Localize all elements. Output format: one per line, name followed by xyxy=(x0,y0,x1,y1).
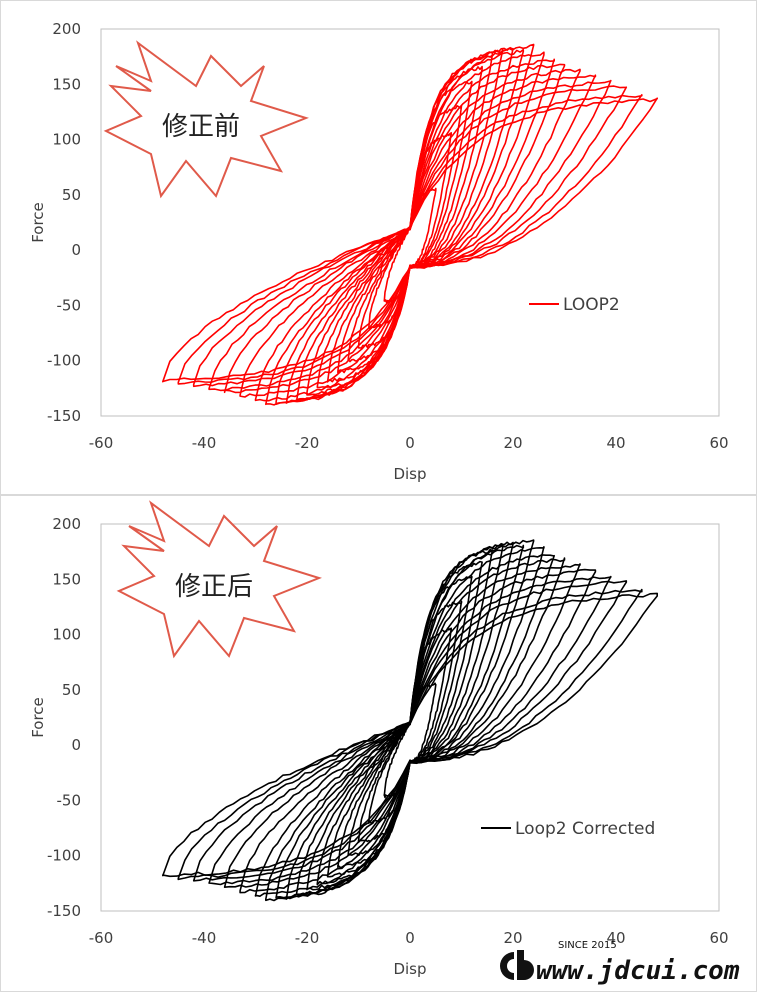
y-tick-label: 150 xyxy=(52,75,81,93)
x-tick-label: 60 xyxy=(709,929,728,947)
hysteresis-loop xyxy=(265,554,555,902)
hysteresis-loop xyxy=(316,544,504,886)
y-tick-label: 200 xyxy=(52,20,81,38)
y-tick-label: 200 xyxy=(52,515,81,533)
y-tick-label: -100 xyxy=(47,847,81,865)
hysteresis-loop xyxy=(254,557,566,897)
hysteresis-loop xyxy=(162,592,658,878)
hysteresis-loop xyxy=(223,568,597,888)
y-tick-label: 50 xyxy=(62,681,81,699)
hysteresis-loop xyxy=(265,58,555,406)
logo-mark-icon xyxy=(500,950,534,980)
hysteresis-loop xyxy=(223,74,597,394)
chart-svg-top: -150 -100 -50 0 50 100 150 200 -60 -40 -20 0 20 40 60 D… xyxy=(29,20,729,483)
x-axis-label: Disp xyxy=(393,465,426,483)
x-tick-label: 60 xyxy=(709,434,728,452)
hysteresis-loop xyxy=(285,43,535,404)
hysteresis-loop xyxy=(239,563,581,894)
hysteresis-loop xyxy=(239,68,581,398)
chart-svg-bottom: -150 -100 -50 0 50 100 150 200 -60 -40 -20 0 20 40 60 D… xyxy=(29,500,729,978)
hysteresis-loop xyxy=(177,94,643,385)
x-tick-label: -20 xyxy=(295,929,320,947)
y-tick-label: 0 xyxy=(71,736,81,754)
callout-burst xyxy=(116,500,322,659)
hysteresis-loop xyxy=(208,79,612,392)
watermark-logo: SINCE 2015 www.jdcui.com xyxy=(496,940,751,986)
y-tick-label: -50 xyxy=(57,296,82,314)
legend-label: LOOP2 xyxy=(563,295,620,315)
series-group xyxy=(162,539,658,902)
callout-text: 修正前 xyxy=(162,112,240,142)
x-tick-label: 40 xyxy=(606,929,625,947)
x-tick-label: 20 xyxy=(503,434,522,452)
x-tick-label: 40 xyxy=(606,434,625,452)
x-tick-label: -40 xyxy=(192,929,217,947)
x-tick-label: 0 xyxy=(405,929,415,947)
series-group xyxy=(162,43,658,406)
y-axis-label: Force xyxy=(29,202,47,243)
hysteresis-loop xyxy=(177,588,643,881)
y-axis-label: Force xyxy=(29,697,47,738)
x-tick-label: -60 xyxy=(89,434,114,452)
chart-panel-bottom: -150 -100 -50 0 50 100 150 200 -60 -40 -20 0 20 40 60 D… xyxy=(0,495,757,992)
hysteresis-loop xyxy=(275,546,545,899)
hysteresis-loop xyxy=(162,97,658,383)
plot-area xyxy=(100,28,720,417)
logo-url-text: www.jdcui.com xyxy=(536,956,740,986)
x-axis-label: Disp xyxy=(393,960,426,978)
y-tick-label: -150 xyxy=(47,902,81,920)
x-tick-label: 0 xyxy=(405,434,415,452)
hysteresis-loop xyxy=(285,539,535,900)
hysteresis-loop xyxy=(295,544,525,896)
hysteresis-loop xyxy=(254,63,566,402)
x-tick-label: 20 xyxy=(503,929,522,947)
y-tick-label: 100 xyxy=(52,131,81,149)
hysteresis-loop xyxy=(208,575,612,886)
y-tick-label: -50 xyxy=(57,791,82,809)
plot-area xyxy=(100,523,720,912)
y-tick-label: 150 xyxy=(52,570,81,588)
y-tick-label: -100 xyxy=(47,352,81,370)
legend-label: Loop2 Corrected xyxy=(515,819,655,839)
y-tick-label: 100 xyxy=(52,626,81,644)
callout-text: 修正后 xyxy=(175,572,253,602)
hysteresis-loop xyxy=(192,85,628,388)
hysteresis-loop xyxy=(295,48,525,402)
y-tick-label: 50 xyxy=(62,186,81,204)
hysteresis-loop xyxy=(275,51,545,405)
x-tick-label: -20 xyxy=(295,434,320,452)
x-tick-label: -40 xyxy=(192,434,217,452)
logo-since-text: SINCE 2015 xyxy=(558,940,617,951)
chart-panel-top: -150 -100 -50 0 50 100 150 200 -60 -40 -20 0 20 40 60 D… xyxy=(0,0,757,495)
y-tick-label: 0 xyxy=(71,241,81,259)
x-tick-label: -60 xyxy=(89,929,114,947)
hysteresis-loop xyxy=(192,580,628,882)
callout-burst xyxy=(103,40,309,199)
y-tick-label: -150 xyxy=(47,407,81,425)
